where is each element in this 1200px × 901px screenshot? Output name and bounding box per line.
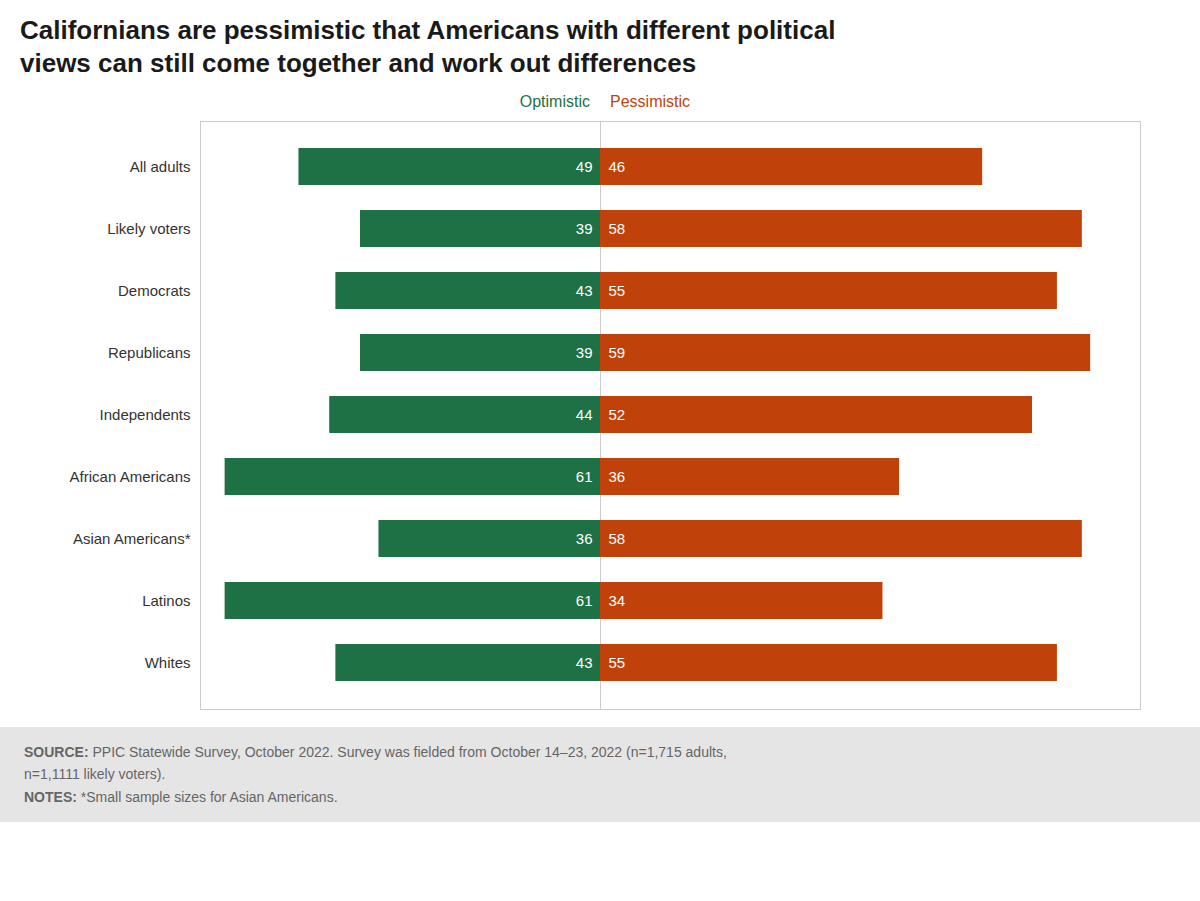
svg-text:44: 44 — [576, 406, 593, 423]
svg-text:36: 36 — [576, 530, 593, 547]
svg-text:43: 43 — [576, 282, 593, 299]
svg-text:African Americans: African Americans — [70, 468, 191, 485]
svg-text:Republicans: Republicans — [108, 344, 191, 361]
svg-text:Democrats: Democrats — [118, 282, 191, 299]
svg-text:All adults: All adults — [130, 158, 191, 175]
html-text:n=1,1111 likely voters).: n=1,1111 likely voters). — [24, 766, 166, 783]
svg-text:61: 61 — [576, 592, 593, 609]
html-text:Californians are pessimistic t: Californians are pessimistic that Americ… — [20, 15, 836, 78]
svg-text:39: 39 — [576, 344, 593, 361]
svg-text:Independents: Independents — [100, 406, 191, 423]
html-text:Pessimistic: Pessimistic — [610, 93, 690, 110]
svg-text:49: 49 — [576, 158, 593, 175]
svg-text:34: 34 — [609, 592, 626, 609]
svg-text:58: 58 — [609, 220, 626, 237]
svg-text:55: 55 — [609, 654, 626, 671]
svg-text:52: 52 — [609, 406, 626, 423]
svg-text:43: 43 — [576, 654, 593, 671]
html-text:NOTES: *Small sample sizes for: NOTES: *Small sample sizes for Asian Ame… — [24, 788, 338, 805]
svg-text:Asian Americans*: Asian Americans* — [73, 530, 191, 547]
svg-text:39: 39 — [576, 220, 593, 237]
svg-text:Latinos: Latinos — [142, 592, 190, 609]
svg-text:61: 61 — [576, 468, 593, 485]
svg-text:Likely voters: Likely voters — [107, 220, 190, 237]
svg-text:59: 59 — [609, 344, 626, 361]
svg-text:58: 58 — [609, 530, 626, 547]
svg-text:46: 46 — [609, 158, 626, 175]
svg-text:36: 36 — [609, 468, 626, 485]
svg-text:55: 55 — [609, 282, 626, 299]
html-text:SOURCE: PPIC Statewide Survey,: SOURCE: PPIC Statewide Survey, October 2… — [24, 744, 727, 760]
svg-text:Whites: Whites — [145, 654, 191, 671]
html-text:Optimistic: Optimistic — [519, 93, 590, 110]
